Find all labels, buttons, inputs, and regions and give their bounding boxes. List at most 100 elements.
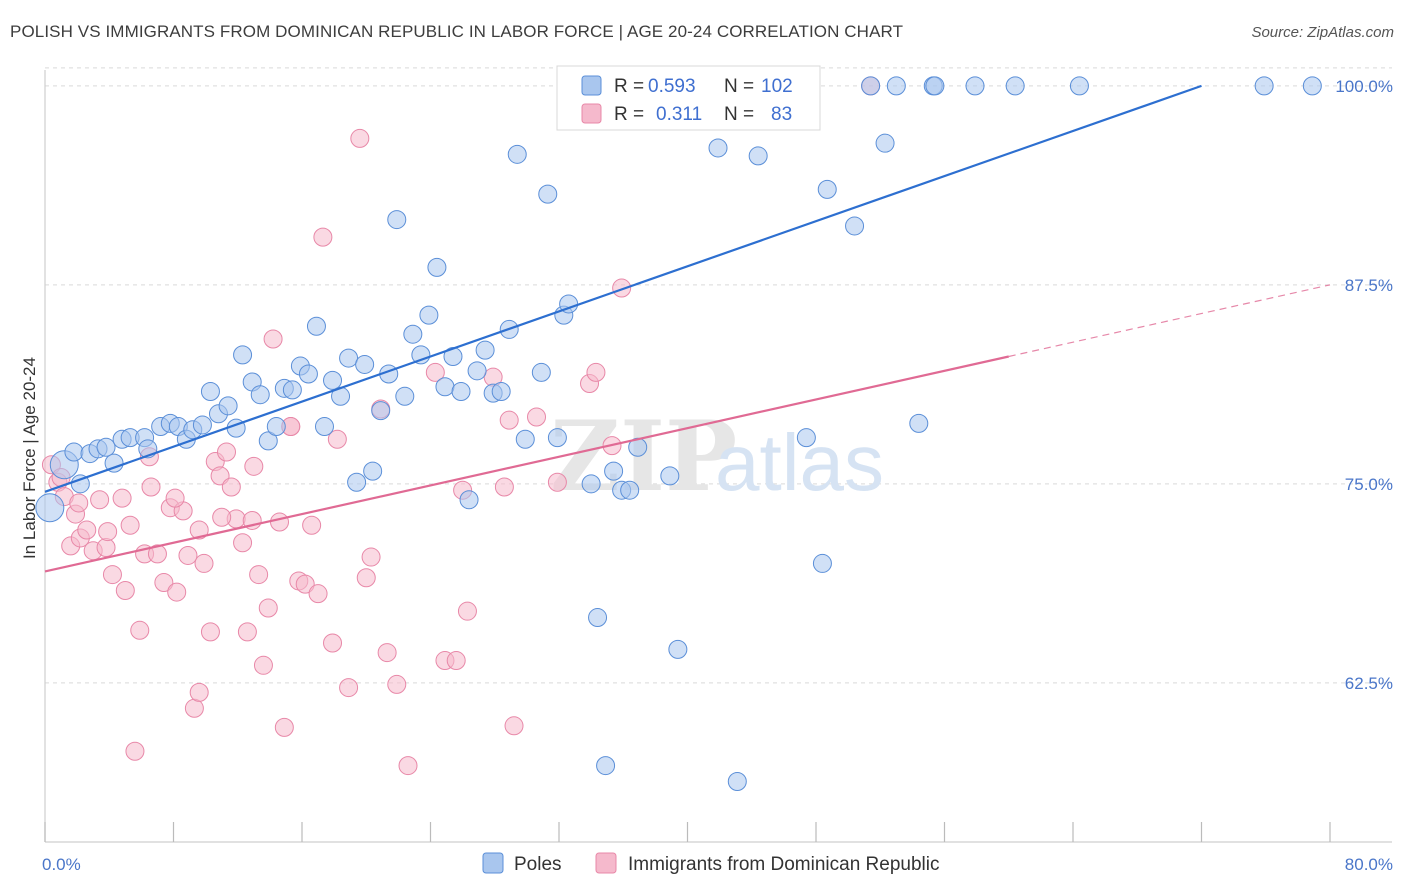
poles-point xyxy=(371,401,391,421)
poles-point xyxy=(596,756,616,776)
poles-point xyxy=(250,385,270,405)
poles-point xyxy=(1302,76,1322,96)
poles-point xyxy=(323,370,343,390)
poles-point xyxy=(435,377,455,397)
dominican-point xyxy=(147,544,167,564)
poles-point xyxy=(70,474,90,494)
legend-n-label: N = xyxy=(724,76,754,97)
poles-point xyxy=(266,417,286,437)
legend-bottom-label-dominican: Immigrants from Dominican Republic xyxy=(628,854,940,875)
legend-bottom-label-poles: Poles xyxy=(514,854,562,875)
watermark: ZIP atlas xyxy=(550,400,884,513)
poles-point xyxy=(467,361,487,381)
poles-point xyxy=(581,474,601,494)
dominican-point xyxy=(112,488,132,508)
poles-point xyxy=(1069,76,1089,96)
poles-point xyxy=(817,179,837,199)
dominican-point xyxy=(69,493,89,513)
poles-point xyxy=(538,184,558,204)
legend-swatch-dominican xyxy=(581,103,602,124)
dominican-point xyxy=(302,515,322,535)
y-tick-label: 62.5% xyxy=(1345,674,1393,693)
dominican-point xyxy=(77,520,97,540)
dominican-point xyxy=(263,329,283,349)
dominican-point xyxy=(494,477,514,497)
x-tick-labels: 0.0% 80.0% xyxy=(42,855,1393,874)
dominican-point xyxy=(96,538,116,558)
dominican-point xyxy=(120,515,140,535)
poles-point xyxy=(35,493,65,523)
poles-point xyxy=(64,442,84,462)
dominican-point xyxy=(115,580,135,600)
poles-point xyxy=(355,354,375,374)
legend-n-label: N = xyxy=(724,104,754,125)
dominican-point xyxy=(425,362,445,382)
x-tick-label: 0.0% xyxy=(42,855,81,874)
poles-point xyxy=(965,76,985,96)
poles-point xyxy=(339,348,359,368)
y-tick-labels: 62.5% 75.0% 87.5% 100.0% xyxy=(1335,77,1393,693)
dominican-point xyxy=(189,520,209,540)
poles-point xyxy=(515,429,535,449)
legend-n-value: 83 xyxy=(771,104,792,125)
legend-r-value: 0.593 xyxy=(648,76,696,97)
svg-text:ZIP: ZIP xyxy=(550,400,737,513)
dominican-point xyxy=(327,429,347,449)
poles-point xyxy=(298,364,318,384)
poles-point xyxy=(363,461,383,481)
dominican-point xyxy=(237,622,257,642)
dominican-point xyxy=(98,522,118,542)
dominican-point xyxy=(446,651,466,671)
dominican-point xyxy=(258,598,278,618)
dominican-point xyxy=(356,568,376,588)
dominican-point xyxy=(125,741,145,761)
legend-bottom-swatch-poles xyxy=(482,852,504,874)
poles-point xyxy=(812,553,832,573)
dominican-point xyxy=(189,682,209,702)
y-axis-label: In Labor Force | Age 20-24 xyxy=(20,357,39,559)
dominican-point xyxy=(165,488,185,508)
dominican-point xyxy=(339,678,359,698)
chart-title: POLISH VS IMMIGRANTS FROM DOMINICAN REPU… xyxy=(10,22,904,41)
poles-point xyxy=(660,466,680,486)
legend-r-label: R = xyxy=(614,104,644,125)
dominican-trend-extension xyxy=(1008,284,1331,358)
dominican-point xyxy=(586,362,606,382)
poles-point xyxy=(314,417,334,437)
legend-n-value: 102 xyxy=(761,76,793,97)
data-points xyxy=(35,76,1322,792)
trend-lines xyxy=(44,84,1331,573)
poles-point xyxy=(909,413,929,433)
dominican-point xyxy=(274,717,294,737)
poles-point xyxy=(233,345,253,365)
dominican-point xyxy=(253,655,273,675)
dominican-point xyxy=(154,573,174,593)
legend-bottom-swatch-dominican xyxy=(595,852,617,874)
poles-point xyxy=(96,437,116,457)
dominican-point xyxy=(527,407,547,427)
dominican-point xyxy=(244,456,264,476)
dominican-point xyxy=(194,553,214,573)
poles-point xyxy=(875,133,895,153)
dominican-point xyxy=(270,512,290,532)
dominican-point xyxy=(295,574,315,594)
dominican-trend-line xyxy=(44,355,1009,573)
dominican-point xyxy=(308,584,328,604)
poles-point xyxy=(258,431,278,451)
poles-point xyxy=(620,480,640,500)
dominican-point xyxy=(387,674,407,694)
poles-point xyxy=(427,257,447,277)
dominican-point xyxy=(212,507,232,527)
poles-point xyxy=(507,144,527,164)
dominican-point xyxy=(90,490,110,510)
poles-point xyxy=(491,382,511,402)
poles-point xyxy=(104,453,124,473)
dominican-point xyxy=(361,547,381,567)
poles-point xyxy=(306,316,326,336)
legend-bottom: Poles Immigrants from Dominican Republic xyxy=(482,852,940,875)
dominican-point xyxy=(200,622,220,642)
dominican-point xyxy=(167,582,187,602)
poles-point xyxy=(796,428,816,448)
y-tick-label: 75.0% xyxy=(1345,475,1393,494)
poles-point xyxy=(708,138,728,158)
